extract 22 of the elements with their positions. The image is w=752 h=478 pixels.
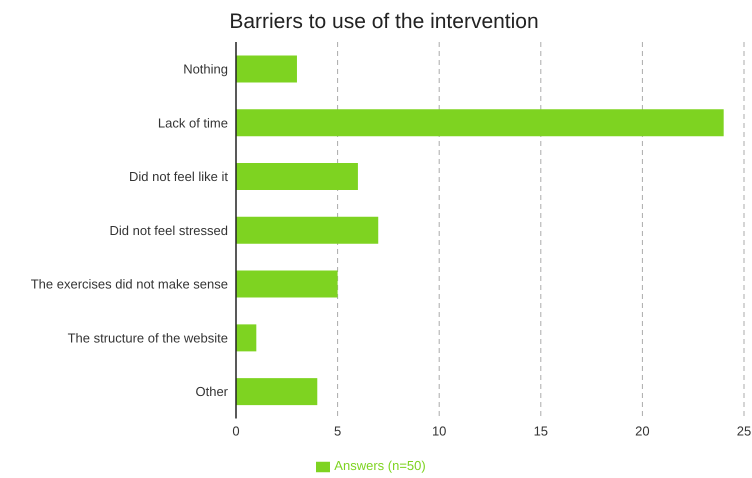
x-tick-label: 10: [432, 424, 446, 439]
bar: [236, 216, 378, 244]
x-tick-label: 20: [635, 424, 650, 439]
x-tick-label: 15: [534, 424, 548, 439]
bar: [236, 163, 358, 190]
bar: [236, 324, 256, 352]
y-tick-label: Lack of time: [158, 115, 228, 130]
x-tick-label: 25: [736, 424, 752, 439]
bar: [236, 378, 318, 406]
x-tick-label: 0: [232, 424, 240, 439]
bar: [236, 109, 724, 136]
chart-title: Barriers to use of the intervention: [228, 10, 540, 34]
bar: [236, 55, 297, 82]
y-tick-label: Did not feel like it: [129, 169, 228, 184]
y-tick-label: Did not feel stressed: [109, 222, 228, 238]
y-tick-label: Other: [195, 384, 229, 400]
y-tick-label: The structure of the website: [68, 330, 228, 346]
legend-label: Answers (n=50): [334, 458, 426, 474]
x-tick-label: 5: [334, 424, 342, 439]
bar: [236, 270, 338, 298]
y-tick-label: The exercises did not make sense: [30, 276, 228, 292]
y-tick-label: Nothing: [183, 62, 228, 77]
